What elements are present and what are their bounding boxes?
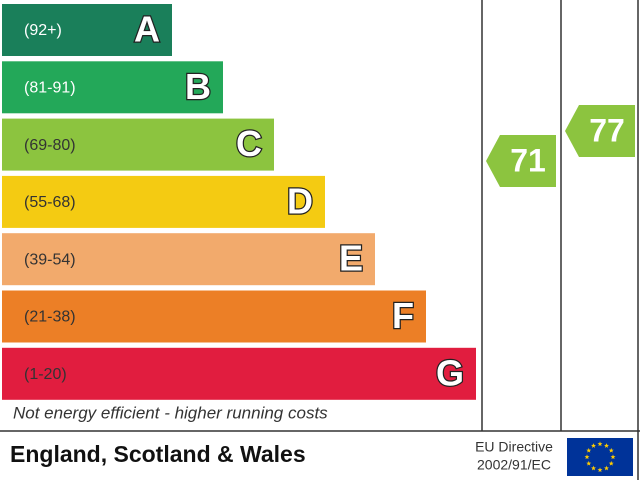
band [2,118,274,171]
band-letter: G [436,352,464,393]
directive: EU Directive [475,439,553,455]
eu-star [591,465,596,471]
band-letter: C [236,123,262,164]
eu-star [597,467,603,473]
band-range: (21-38) [24,309,76,326]
band-range: (39-54) [24,251,76,268]
band [2,61,223,114]
eu-star [586,447,592,453]
eu-star [604,443,609,448]
eu-star [608,460,614,466]
eu-star [610,454,616,460]
band-range: (1-20) [24,366,67,383]
eu-star [591,443,596,448]
region: England, Scotland & Wales [10,441,306,467]
band-letter: A [134,9,160,50]
band [2,175,325,228]
band [2,290,426,343]
band [2,233,375,286]
footer-note: Not energy efficient - higher running co… [13,403,328,422]
rating-value: 77 [589,112,625,148]
band-letter: F [392,295,414,336]
rating-arrow [565,105,635,157]
band-letter: D [287,180,313,221]
band [2,347,476,400]
band [2,4,172,56]
rating-value: 71 [510,142,546,178]
eu-stars [584,441,616,473]
band-letter: B [185,66,211,107]
eu-star [586,460,592,466]
eu-star [584,454,590,460]
band-range: (55-68) [24,194,76,211]
eu-star [597,441,603,447]
band-range: (69-80) [24,137,76,154]
directive: 2002/91/EC [477,457,551,473]
band-range: (81-91) [24,80,76,97]
eu-star [608,447,614,453]
rating-arrow [486,135,556,187]
band-range: (92+) [24,22,62,39]
eu-star [604,465,609,471]
band-letter: E [339,238,363,279]
